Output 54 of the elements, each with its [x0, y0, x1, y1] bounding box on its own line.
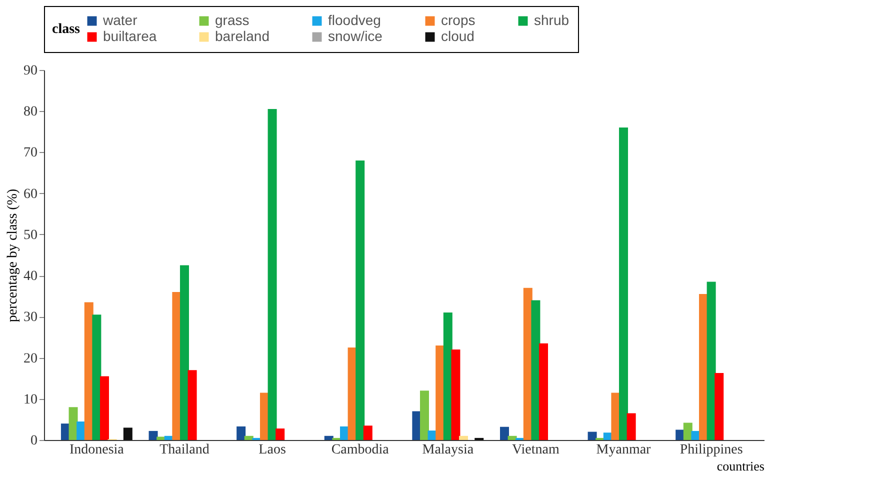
legend-label: crops	[441, 12, 476, 28]
y-axis-title: percentage by class (%)	[6, 188, 20, 322]
x-axis-title: countries	[716, 458, 764, 474]
legend-label: cloud	[441, 28, 474, 44]
bar	[626, 413, 636, 440]
legend-title: class	[52, 22, 81, 37]
legend-label: builtarea	[103, 28, 157, 44]
bar	[180, 265, 189, 440]
bar	[420, 390, 429, 440]
y-tick-label: 30	[24, 310, 38, 326]
y-tick-label: 60	[24, 186, 38, 202]
bar	[500, 426, 509, 440]
bar	[539, 343, 548, 440]
bar	[683, 422, 692, 440]
x-tick-label: Laos	[258, 442, 286, 458]
x-tick-label: Malaysia	[422, 442, 474, 458]
y-tick-label: 90	[24, 64, 38, 78]
y-tick-label: 0	[30, 434, 38, 448]
bar	[236, 426, 246, 440]
bar	[531, 300, 540, 440]
x-tick-label: Myanmar	[596, 442, 652, 458]
bar	[92, 314, 102, 440]
bar	[356, 160, 365, 440]
bar	[123, 428, 132, 440]
bar	[148, 430, 158, 440]
legend-label: bareland	[215, 28, 270, 44]
legend-label: snow/ice	[328, 28, 383, 44]
y-tick-label: 40	[24, 269, 38, 284]
x-tick-label: Cambodia	[331, 442, 390, 458]
bar	[276, 428, 285, 440]
legend-label: shrub	[534, 12, 570, 28]
bar	[619, 128, 628, 440]
bar	[706, 282, 716, 440]
y-tick-label: 20	[24, 351, 38, 366]
y-tick-label: 50	[24, 228, 38, 243]
legend-label: grass	[215, 12, 250, 28]
bar	[451, 350, 460, 440]
x-tick-label: Thailand	[160, 442, 210, 458]
bar	[100, 376, 109, 440]
legend-label: floodveg	[328, 12, 381, 28]
x-tick-label: Vietnam	[512, 442, 560, 458]
legend-label: water	[102, 12, 138, 28]
bar	[714, 372, 724, 440]
x-tick-label: Philippines	[680, 442, 743, 458]
bar	[188, 370, 197, 440]
bar	[268, 109, 277, 440]
x-tick-label: Indonesia	[69, 442, 125, 458]
bar	[68, 407, 78, 440]
y-tick-label: 10	[24, 392, 38, 408]
bar	[459, 436, 468, 440]
y-tick-label: 80	[24, 104, 38, 120]
y-tick-label: 70	[24, 146, 38, 161]
bar	[363, 426, 372, 440]
bar	[588, 432, 597, 440]
